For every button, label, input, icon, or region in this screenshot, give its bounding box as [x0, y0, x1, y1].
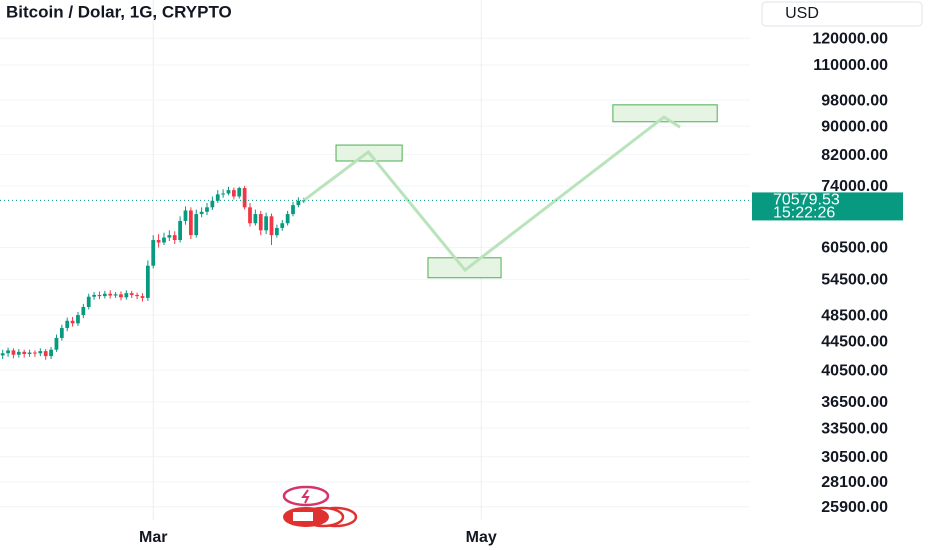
event-icon-flag	[293, 512, 313, 521]
candle-body	[6, 350, 10, 354]
candle-body	[172, 235, 177, 241]
candle-body	[129, 293, 134, 295]
event-icons	[282, 485, 358, 528]
candle-body	[49, 349, 53, 357]
grid	[0, 0, 750, 520]
candle-body	[253, 214, 258, 224]
candle-body	[113, 294, 118, 296]
candle-body	[119, 294, 123, 298]
candle-body	[102, 293, 107, 297]
candle-body	[33, 352, 37, 354]
candle-body	[16, 351, 21, 355]
candle-body	[65, 320, 70, 328]
candle-body	[145, 265, 150, 298]
y-tick-label: 90000.00	[821, 118, 888, 135]
y-tick-label: 98000.00	[821, 92, 888, 109]
candle-body	[167, 235, 172, 238]
candle-body	[183, 210, 188, 221]
y-tick-label: 40500.00	[821, 362, 888, 379]
candle-body	[194, 214, 199, 236]
y-tick-label: 36500.00	[821, 394, 888, 411]
candle-body	[86, 296, 91, 307]
candle-body	[22, 351, 27, 354]
candle-body	[275, 227, 279, 236]
candle-body	[124, 293, 129, 298]
y-tick-label: 74000.00	[821, 178, 888, 195]
countdown-label: 15:22:26	[773, 205, 835, 222]
target-zone	[612, 104, 718, 123]
x-tick-label: Mar	[139, 529, 167, 546]
y-tick-label: 120000.00	[812, 30, 888, 47]
candle-body	[70, 320, 75, 324]
candle-body	[248, 207, 252, 224]
candle-body	[151, 240, 156, 266]
marks	[0, 104, 750, 360]
candle-body	[296, 200, 301, 206]
candle-body	[237, 188, 242, 197]
candle-body	[27, 352, 32, 354]
candle-body	[38, 351, 43, 354]
candle-body	[210, 200, 215, 208]
candle-body	[188, 210, 193, 236]
chart-title: Bitcoin / Dolar, 1G, CRYPTO	[6, 2, 232, 21]
candle-body	[178, 220, 182, 241]
candle-body	[231, 190, 236, 197]
candle-body	[108, 293, 113, 296]
candle-body	[221, 193, 225, 195]
candle-body	[81, 306, 86, 316]
candle-body	[76, 315, 80, 324]
y-tick-label: 82000.00	[821, 147, 888, 164]
candle-body	[43, 351, 48, 357]
projection-path	[302, 115, 681, 273]
candle-body	[285, 214, 290, 224]
y-tick-label: 25900.00	[821, 499, 888, 516]
candle-body	[280, 223, 285, 228]
candle-body	[264, 216, 269, 231]
candle-body	[291, 205, 295, 215]
candle-body	[59, 327, 64, 338]
y-tick-label: 28100.00	[821, 474, 888, 491]
candle-body	[226, 190, 231, 194]
y-tick-label: 33500.00	[821, 420, 888, 437]
x-tick-label: May	[466, 529, 497, 546]
candle-body	[258, 214, 263, 231]
candle-body	[97, 294, 102, 297]
last-price-label: 70579.53	[773, 192, 840, 209]
y-tick-label: 30500.00	[821, 449, 888, 466]
candle-body	[54, 337, 59, 350]
candle-body	[269, 216, 274, 236]
candle-body	[162, 237, 166, 243]
y-tick-label: 110000.00	[813, 57, 888, 74]
candle-body	[0, 353, 5, 356]
y-tick-label: 48500.00	[821, 307, 888, 324]
candle-body	[140, 296, 145, 298]
event-icon-bolt	[301, 489, 310, 504]
y-tick-label: 60500.00	[821, 240, 888, 257]
last-price-badge	[752, 192, 903, 221]
candle-body	[242, 188, 247, 208]
candle-body	[205, 207, 209, 212]
y-tick-label: 44500.00	[821, 334, 888, 351]
y-tick-label: 54500.00	[821, 272, 888, 289]
candle-body	[301, 200, 306, 202]
candle-body	[156, 240, 161, 243]
candle-body	[11, 350, 16, 355]
candle-body	[199, 211, 204, 215]
candle-body	[92, 294, 96, 297]
currency-label[interactable]: USD	[785, 5, 819, 22]
candle-body	[215, 194, 220, 201]
currency-button[interactable]	[761, 1, 923, 27]
candle-body	[135, 294, 139, 297]
